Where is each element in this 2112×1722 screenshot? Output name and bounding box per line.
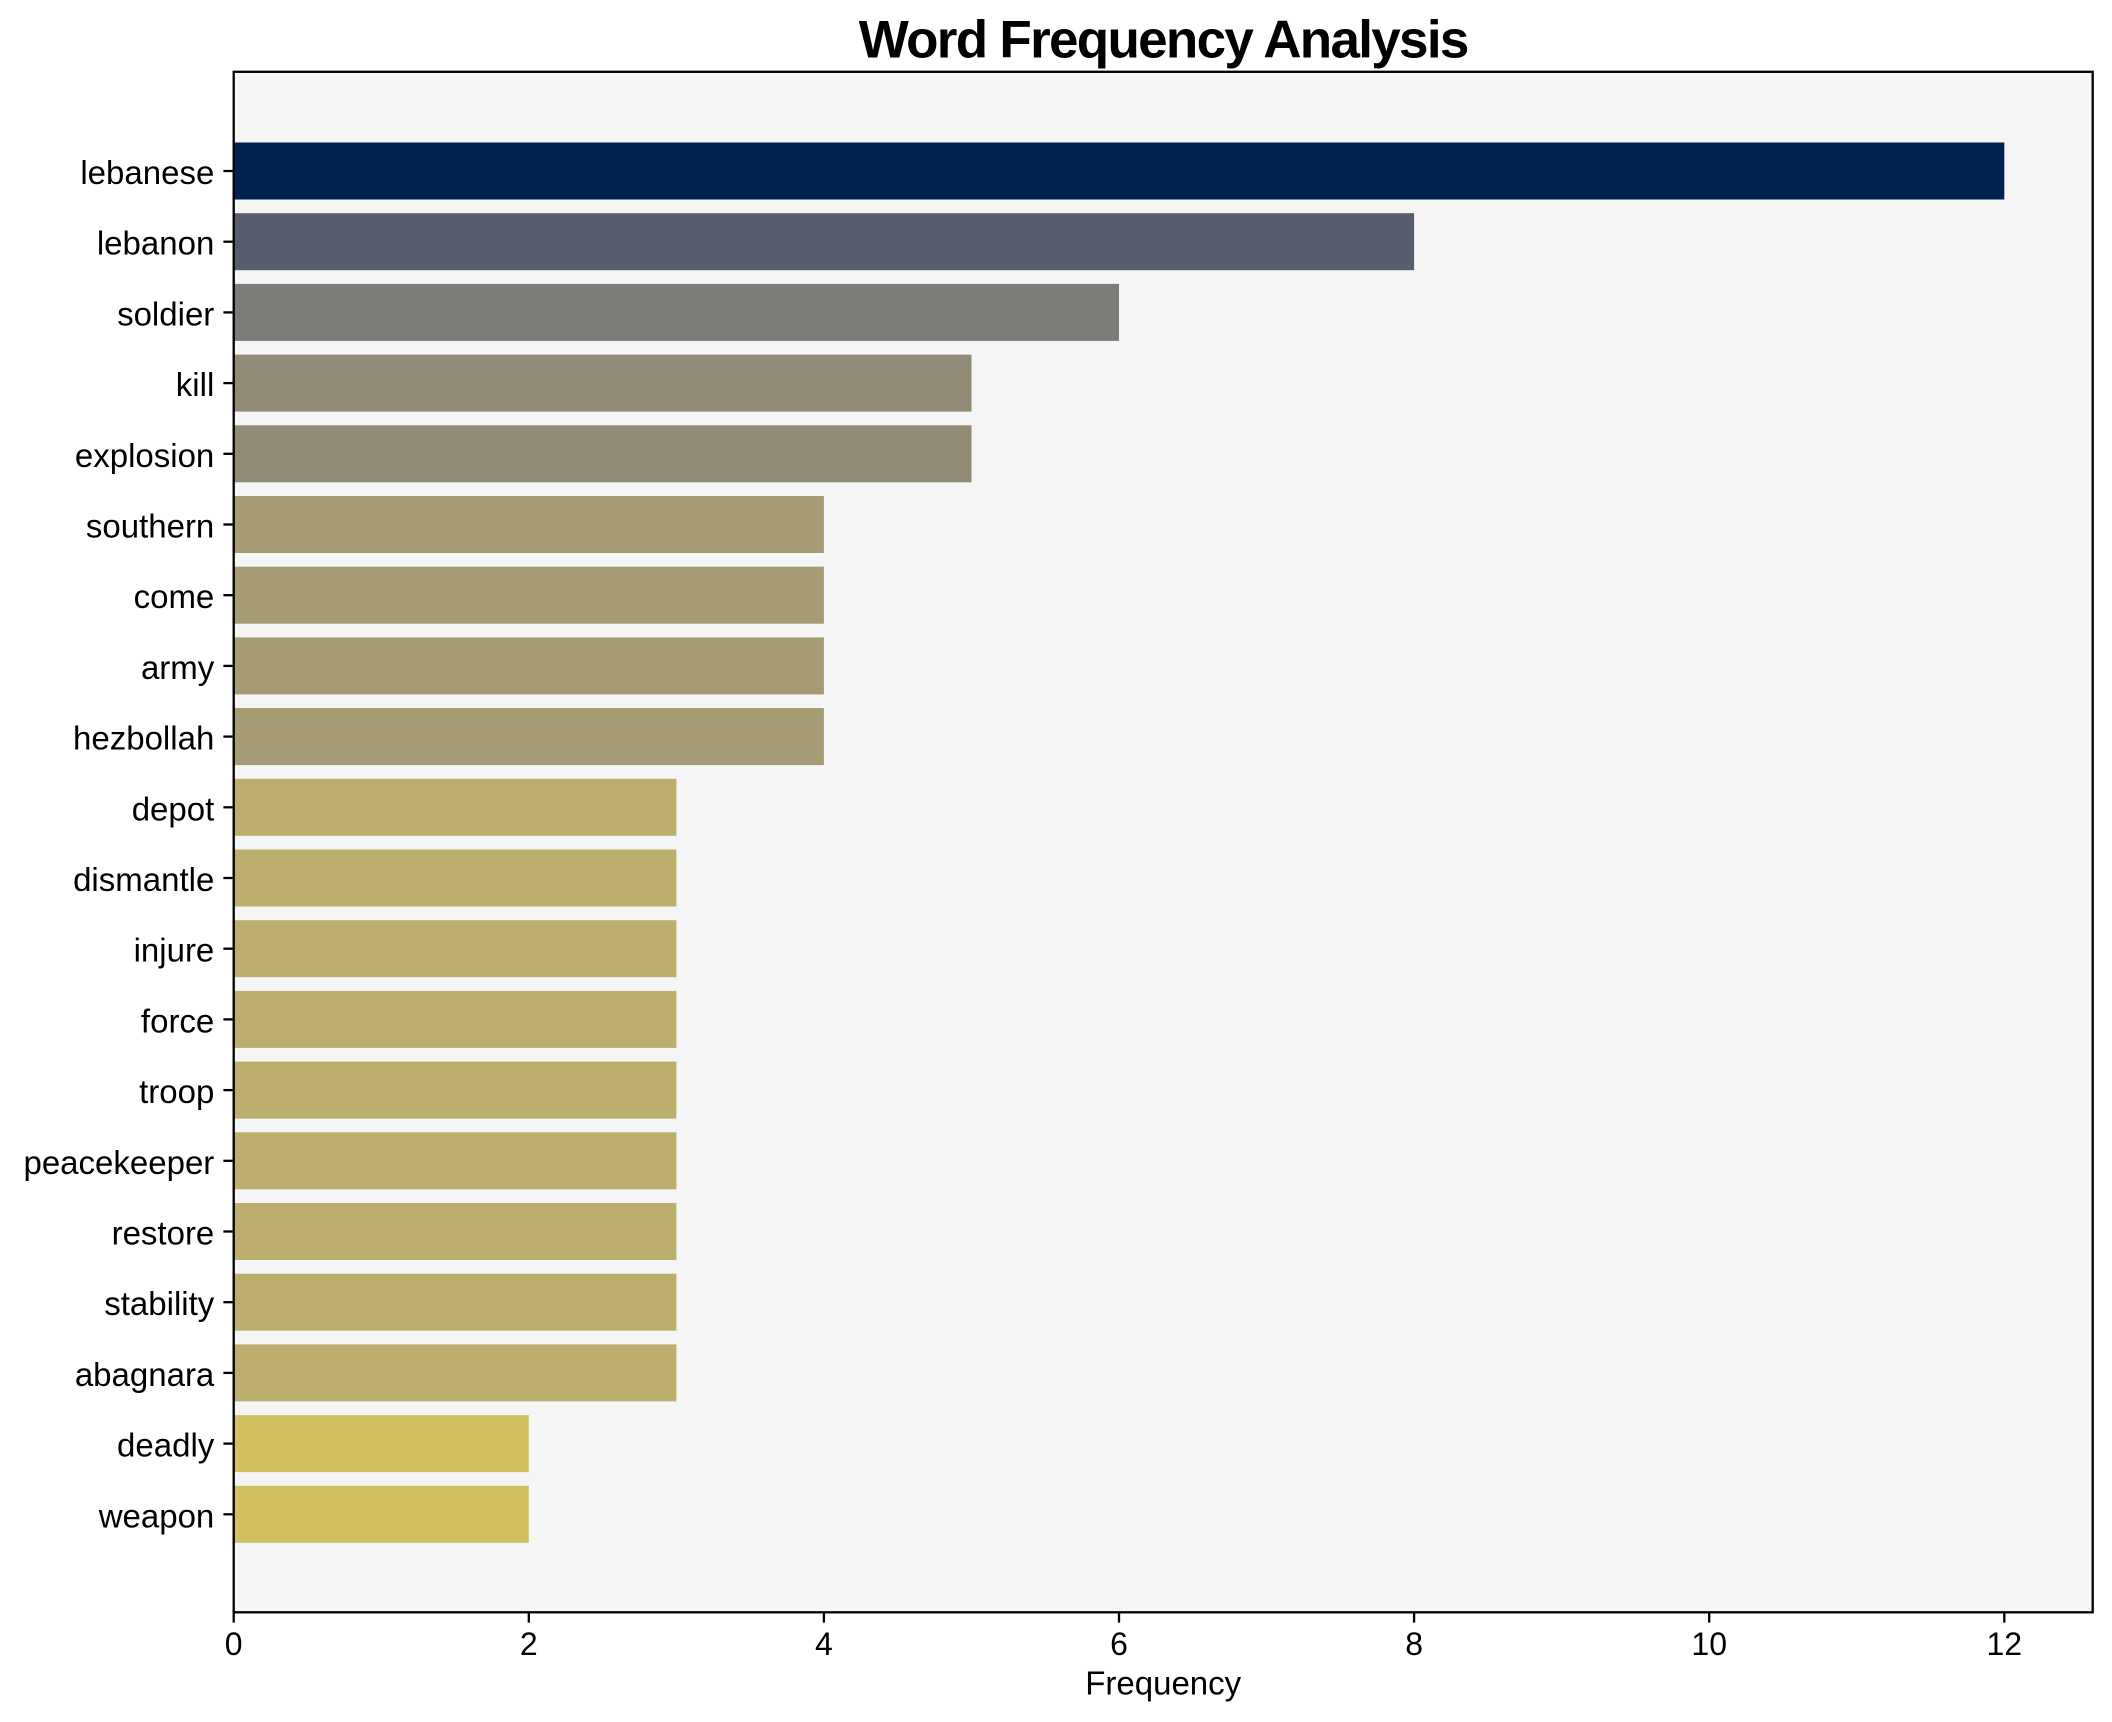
svg-text:southern: southern: [86, 508, 214, 545]
svg-text:come: come: [134, 578, 215, 615]
svg-text:stability: stability: [104, 1285, 215, 1322]
svg-text:2: 2: [520, 1626, 538, 1662]
svg-text:6: 6: [1110, 1626, 1128, 1662]
svg-text:deadly: deadly: [117, 1427, 215, 1464]
svg-text:Word Frequency Analysis: Word Frequency Analysis: [859, 10, 1468, 69]
svg-text:Frequency: Frequency: [1085, 1664, 1241, 1701]
svg-text:dismantle: dismantle: [73, 861, 214, 898]
svg-text:weapon: weapon: [98, 1497, 215, 1534]
svg-text:kill: kill: [176, 366, 215, 403]
svg-text:4: 4: [815, 1626, 833, 1662]
svg-text:10: 10: [1691, 1626, 1727, 1662]
svg-text:lebanon: lebanon: [97, 225, 214, 262]
svg-text:12: 12: [1987, 1626, 2023, 1662]
svg-text:8: 8: [1405, 1626, 1423, 1662]
svg-text:restore: restore: [112, 1215, 215, 1252]
svg-text:0: 0: [225, 1626, 243, 1662]
svg-text:injure: injure: [134, 932, 215, 969]
svg-text:peacekeeper: peacekeeper: [23, 1144, 214, 1181]
svg-text:depot: depot: [132, 790, 215, 827]
svg-text:soldier: soldier: [117, 295, 214, 332]
svg-text:army: army: [141, 649, 215, 686]
svg-text:lebanese: lebanese: [80, 154, 214, 191]
svg-text:force: force: [141, 1002, 214, 1039]
svg-text:explosion: explosion: [75, 437, 214, 474]
svg-text:abagnara: abagnara: [75, 1356, 215, 1393]
svg-text:hezbollah: hezbollah: [73, 720, 214, 757]
svg-text:troop: troop: [139, 1073, 214, 1110]
